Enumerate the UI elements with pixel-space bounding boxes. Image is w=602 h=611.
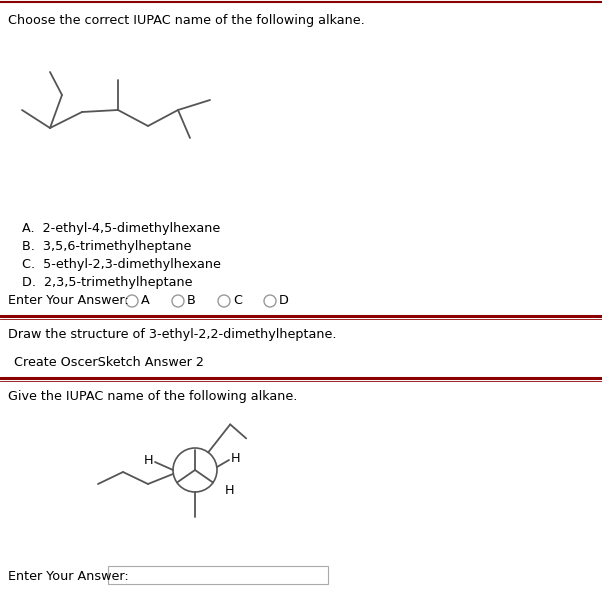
- Text: B.  3,5,6-trimethylheptane: B. 3,5,6-trimethylheptane: [22, 240, 191, 253]
- Text: D.  2,3,5-trimethylheptane: D. 2,3,5-trimethylheptane: [22, 276, 193, 289]
- Text: Enter Your Answer:: Enter Your Answer:: [8, 570, 129, 583]
- Text: Give the IUPAC name of the following alkane.: Give the IUPAC name of the following alk…: [8, 390, 297, 403]
- Text: A.  2-ethyl-4,5-dimethylhexane: A. 2-ethyl-4,5-dimethylhexane: [22, 222, 220, 235]
- Text: A: A: [141, 293, 150, 307]
- Text: Create OscerSketch Answer 2: Create OscerSketch Answer 2: [14, 356, 204, 369]
- Text: Draw the structure of 3-ethyl-2,2-dimethylheptane.: Draw the structure of 3-ethyl-2,2-dimeth…: [8, 328, 337, 341]
- Text: D: D: [279, 293, 289, 307]
- Text: H: H: [231, 452, 241, 464]
- Text: Enter Your Answer:: Enter Your Answer:: [8, 294, 129, 307]
- Text: C.  5-ethyl-2,3-dimethylhexane: C. 5-ethyl-2,3-dimethylhexane: [22, 258, 221, 271]
- Text: H: H: [143, 453, 153, 467]
- Text: C: C: [233, 293, 242, 307]
- Text: H: H: [225, 484, 235, 497]
- FancyBboxPatch shape: [108, 566, 328, 584]
- Text: Choose the correct IUPAC name of the following alkane.: Choose the correct IUPAC name of the fol…: [8, 14, 365, 27]
- Text: B: B: [187, 293, 196, 307]
